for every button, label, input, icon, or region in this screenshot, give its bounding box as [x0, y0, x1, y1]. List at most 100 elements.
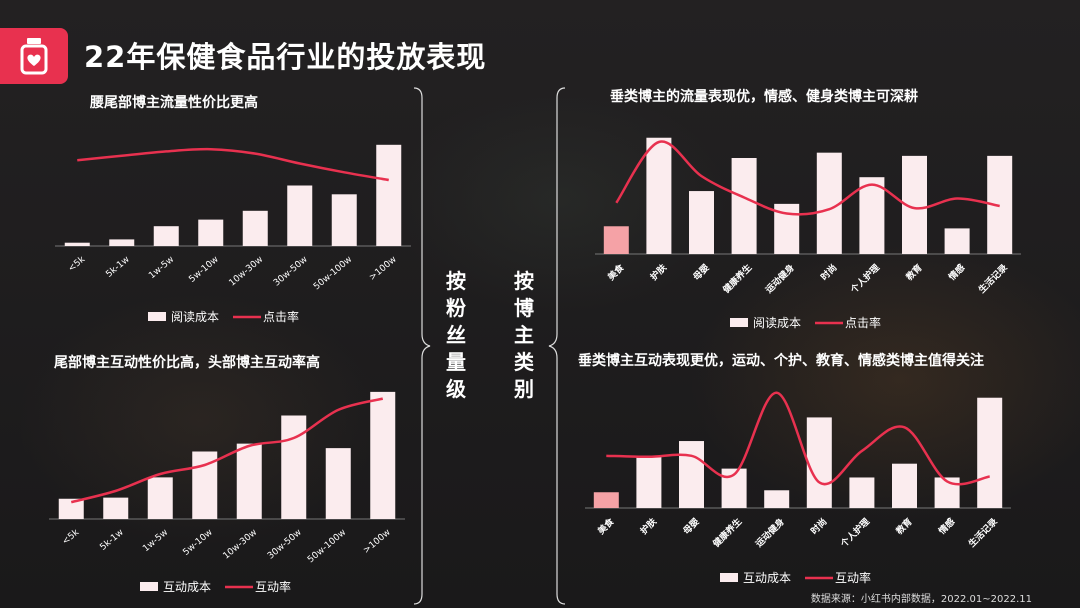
bar-6	[281, 415, 307, 519]
chart-1: <5k 5k-1w 1w-5w 5w-10w 10w-30w 30w-50w 50w-100…	[55, 144, 411, 324]
bar-1	[58, 498, 84, 519]
tick-label-1: <5k	[67, 254, 88, 274]
bar-7	[849, 477, 875, 508]
legend-bar-swatch	[148, 312, 166, 321]
tick-label-2: 护肤	[648, 261, 670, 283]
bar-1	[64, 242, 90, 246]
tick-label-9: 情感	[935, 516, 957, 538]
bar-9	[944, 228, 970, 254]
legend-bar-label: 互动成本	[163, 580, 211, 594]
legend-bar-label: 互动成本	[743, 571, 791, 585]
tick-label-7: 50w-100w	[312, 255, 354, 293]
tick-label-10: 生活记录	[966, 516, 1000, 550]
tick-label-6: 时尚	[808, 516, 829, 537]
legend: 阅读成本 点击率	[730, 315, 881, 330]
line-series	[77, 147, 389, 182]
mid-label-category: 按博主类别	[514, 269, 534, 401]
bar-8	[370, 391, 396, 519]
tick-label-1: 美食	[605, 261, 627, 283]
mid-label-fans: 按粉丝量级	[446, 269, 466, 401]
bar-8	[376, 144, 402, 246]
bar-4	[731, 158, 757, 254]
legend-line-label: 互动率	[255, 579, 291, 594]
tick-label-7: 个人护理	[837, 516, 872, 551]
bar-5	[242, 210, 268, 246]
legend-bar-swatch	[730, 318, 748, 327]
bar-2	[109, 239, 135, 246]
tick-label-6: 时尚	[818, 262, 839, 283]
bar-4	[198, 219, 224, 246]
bar-10	[977, 397, 1003, 508]
tick-label-8: >100w	[368, 255, 399, 283]
tick-label-4: 5w-10w	[181, 528, 214, 558]
bar-3	[679, 441, 704, 508]
legend: 阅读成本 点击率	[148, 309, 299, 324]
tick-label-4: 健康养生	[720, 262, 754, 296]
tick-label-5: 运动健身	[763, 262, 797, 296]
bar-5	[236, 443, 262, 519]
page-title: 22年保健食品行业的投放表现	[84, 40, 487, 74]
chart-title-3: 垂类博主的流量表现优，情感、健身类博主可深耕	[610, 89, 918, 105]
tick-label-8: 教育	[903, 262, 925, 284]
tick-label-6: 30w-50w	[272, 255, 310, 289]
bottle-heart-icon	[20, 38, 48, 75]
legend-line-label: 互动率	[835, 570, 871, 585]
bar-5	[764, 490, 790, 508]
tick-label-5: 10w-30w	[227, 255, 265, 289]
tick-label-6: 30w-50w	[266, 528, 304, 562]
bar-3	[689, 191, 714, 254]
tick-label-1: <5k	[61, 527, 82, 547]
tick-label-2: 5k-1w	[104, 255, 131, 280]
bar-2	[103, 497, 129, 519]
tick-label-10: 生活记录	[976, 262, 1010, 296]
right-brace	[548, 87, 566, 605]
legend-bar-label: 阅读成本	[171, 310, 219, 324]
legend-line-label: 点击率	[845, 315, 881, 330]
bar-7	[325, 448, 351, 519]
source-note: 数据来源：小红书内部数据，2022.01~2022.11	[810, 594, 1032, 605]
tick-label-5: 10w-30w	[221, 528, 259, 562]
bar-7	[331, 194, 357, 246]
bar-6	[806, 417, 832, 508]
bar-7	[859, 177, 885, 254]
logo-badge	[0, 28, 68, 84]
bar-2	[636, 455, 662, 508]
line-series	[70, 397, 384, 504]
tick-label-1: 美食	[595, 515, 617, 537]
bar-3	[153, 226, 179, 246]
chart-title-2: 尾部博主互动性价比高，头部博主互动率高	[54, 355, 320, 371]
bar-8	[892, 463, 917, 508]
tick-label-5: 运动健身	[753, 516, 787, 550]
legend-line-label: 点击率	[263, 309, 299, 324]
tick-label-4: 健康养生	[710, 516, 744, 550]
chart-2: <5k 5k-1w 1w-5w 5w-10w 10w-30w 30w-50w 50w-100…	[49, 391, 405, 594]
line-series	[615, 140, 1000, 216]
tick-label-8: >100w	[362, 528, 393, 556]
tick-label-3: 母婴	[680, 516, 701, 537]
tick-label-7: 50w-100w	[306, 528, 348, 566]
legend: 互动成本 互动率	[720, 570, 871, 585]
tick-label-4: 5w-10w	[187, 255, 220, 285]
legend-bar-swatch	[140, 582, 158, 591]
left-brace	[413, 87, 431, 605]
bar-3	[147, 477, 173, 519]
tick-label-3: 1w-5w	[141, 528, 170, 555]
chart-title-1: 腰尾部博主流量性价比更高	[90, 95, 258, 111]
tick-label-3: 母婴	[690, 262, 711, 283]
tick-label-2: 护肤	[638, 515, 660, 537]
tick-label-7: 个人护理	[847, 262, 882, 297]
tick-label-9: 情感	[945, 262, 967, 284]
tick-label-8: 教育	[893, 516, 915, 538]
bar-2	[646, 137, 672, 254]
legend-bar-swatch	[720, 573, 738, 582]
tick-label-3: 1w-5w	[147, 255, 176, 282]
legend: 互动成本 互动率	[140, 579, 291, 594]
bar-6	[287, 185, 313, 246]
tick-label-2: 5k-1w	[98, 528, 125, 553]
line-series	[606, 391, 990, 486]
legend-bar-label: 阅读成本	[753, 316, 801, 330]
bar-1	[593, 492, 619, 508]
bar-1	[603, 226, 629, 254]
